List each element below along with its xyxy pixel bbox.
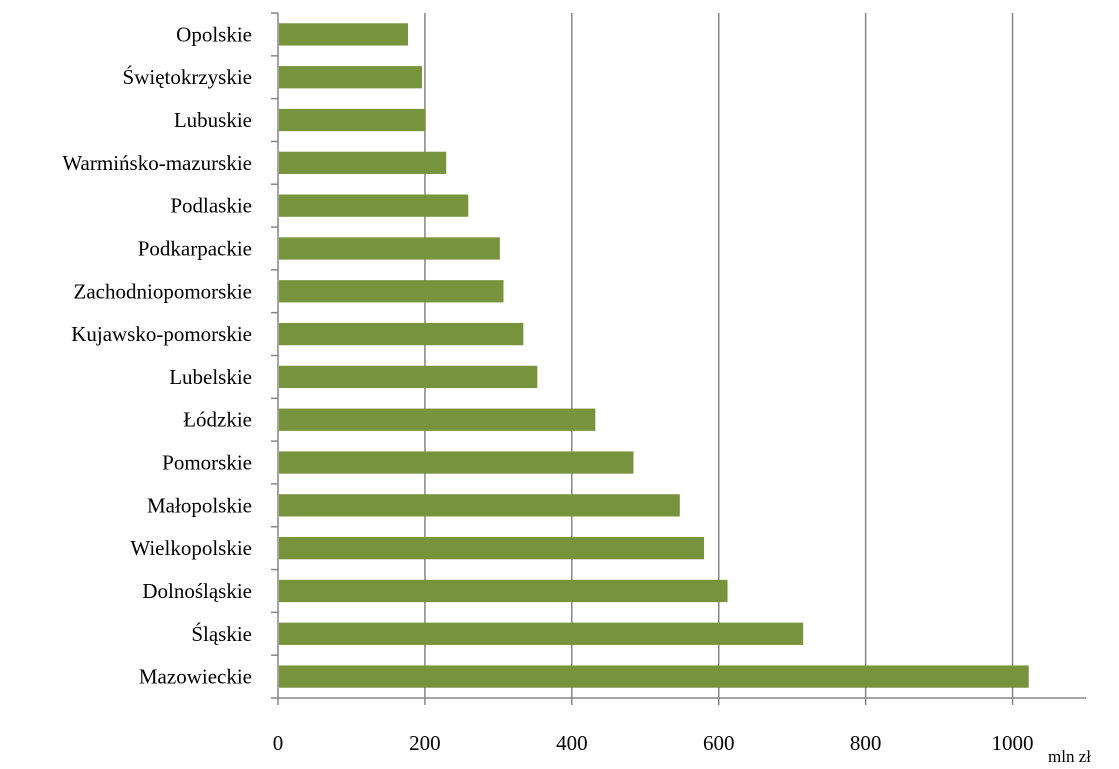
category-label: Zachodniopomorskie xyxy=(74,279,252,303)
category-label: Kujawsko-pomorskie xyxy=(71,322,252,346)
bars xyxy=(279,23,1029,688)
bar-2 xyxy=(279,66,422,89)
bar-7 xyxy=(279,280,504,303)
category-label: Lubuskie xyxy=(174,108,252,132)
x-tick-label: 600 xyxy=(703,731,735,755)
bar-11 xyxy=(279,451,634,474)
bar-15 xyxy=(279,622,804,645)
x-tick-label: 800 xyxy=(850,731,882,755)
bar-13 xyxy=(279,537,705,560)
bar-3 xyxy=(279,108,426,132)
category-label: Opolskie xyxy=(176,22,252,46)
bar-6 xyxy=(279,237,500,260)
category-label: Podkarpackie xyxy=(138,236,252,260)
category-label: Łódzkie xyxy=(183,408,252,432)
category-label: Śląskie xyxy=(191,622,252,646)
x-axis-unit-label: mln zł xyxy=(1048,747,1091,764)
category-label: Pomorskie xyxy=(162,451,252,475)
category-label: Podlaskie xyxy=(170,194,252,218)
category-label: Wielkopolskie xyxy=(130,536,252,560)
bar-9 xyxy=(279,365,538,389)
category-label: Świętokrzyskie xyxy=(123,65,252,89)
category-label: Dolnośląskie xyxy=(142,579,252,603)
bar-1 xyxy=(279,23,409,46)
x-tick-label: 1000 xyxy=(992,731,1034,755)
bar-8 xyxy=(279,322,524,346)
bar-14 xyxy=(279,579,728,603)
category-label: Lubelskie xyxy=(169,365,252,389)
category-label: Warmińsko-mazurskie xyxy=(62,151,252,175)
x-tick-label: 400 xyxy=(556,731,588,755)
labels: Opolskie Świętokrzyskie Lubuskie Warmińsko-… xyxy=(62,22,1091,766)
bar-5 xyxy=(279,194,469,217)
bar-16 xyxy=(279,665,1029,688)
bar-10 xyxy=(279,408,596,431)
axes xyxy=(271,12,1086,705)
bar-12 xyxy=(279,494,680,517)
x-tick-label: 200 xyxy=(409,731,441,755)
category-label: Małopolskie xyxy=(147,493,252,517)
category-label: Mazowieckie xyxy=(139,665,252,689)
x-tick-label: 0 xyxy=(273,731,284,755)
bar-4 xyxy=(279,151,447,174)
